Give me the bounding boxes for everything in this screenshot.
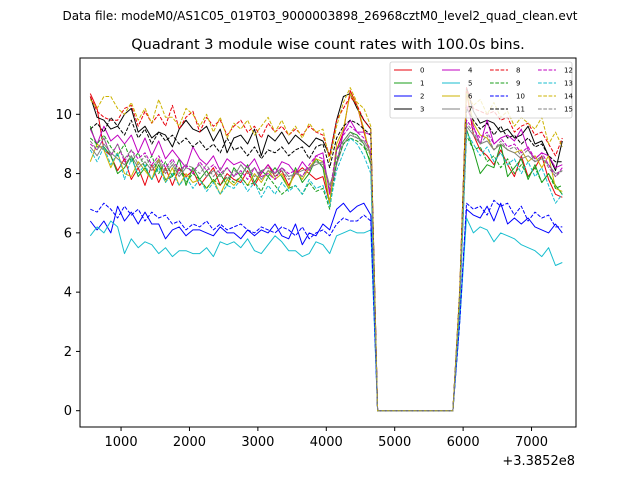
axes-frame [79,57,577,428]
legend-label-15: 15 [564,106,573,114]
legend-box [389,61,573,119]
x-tick-label: 6000 [447,435,480,450]
legend-label-7: 7 [468,106,472,114]
series-line-12 [89,119,563,412]
series-line-13 [89,131,563,412]
y-tick-label: 6 [64,226,72,241]
legend-label-9: 9 [516,80,520,88]
x-tick-label: 7000 [515,435,548,450]
suptitle: Data file: modeM0/AS1C05_019T03_90000038… [62,9,577,23]
legend-label-1: 1 [420,80,424,88]
series-line-15 [89,122,563,412]
x-tick-label: 5000 [378,435,411,450]
legend-label-13: 13 [564,80,573,88]
legend-label-10: 10 [516,93,525,101]
legend-label-11: 11 [516,106,525,114]
x-tick-label: 3000 [241,435,274,450]
y-tick-label: 4 [64,286,72,301]
series-line-6 [89,90,563,412]
x-tick-label: 2000 [173,435,206,450]
legend-label-8: 8 [516,67,520,75]
y-tick-label: 8 [64,167,72,182]
series-line-3 [89,87,563,412]
legend-label-4: 4 [468,67,473,75]
legend-label-12: 12 [564,67,573,75]
series-line-0 [89,90,563,412]
x-tick-label: 1000 [105,435,138,450]
y-tick-label: 2 [64,345,72,360]
legend-label-6: 6 [468,93,473,101]
legend-label-5: 5 [468,80,472,88]
legend-label-14: 14 [564,93,573,101]
series-line-4 [89,104,563,412]
series-line-2 [89,202,563,412]
y-tick-label: 0 [64,404,72,419]
series-line-5 [89,217,563,412]
series-line-9 [89,134,563,412]
legend-label-0: 0 [420,67,424,75]
legend-label-3: 3 [420,106,424,114]
x-tick-label: 4000 [310,435,343,450]
tick-layer: 1000 2000 3000 4000 5000 6000 7000 0 2 4 6 8 10 [55,108,548,450]
series-line-11 [89,107,563,412]
series-layer [89,87,563,412]
y-tick-label: 10 [55,108,72,123]
series-line-10 [90,199,563,412]
legend-label-2: 2 [420,93,424,101]
x-offset-label: +3.3852e8 [502,454,575,469]
chart-title: Quadrant 3 module wise count rates with … [131,37,525,53]
